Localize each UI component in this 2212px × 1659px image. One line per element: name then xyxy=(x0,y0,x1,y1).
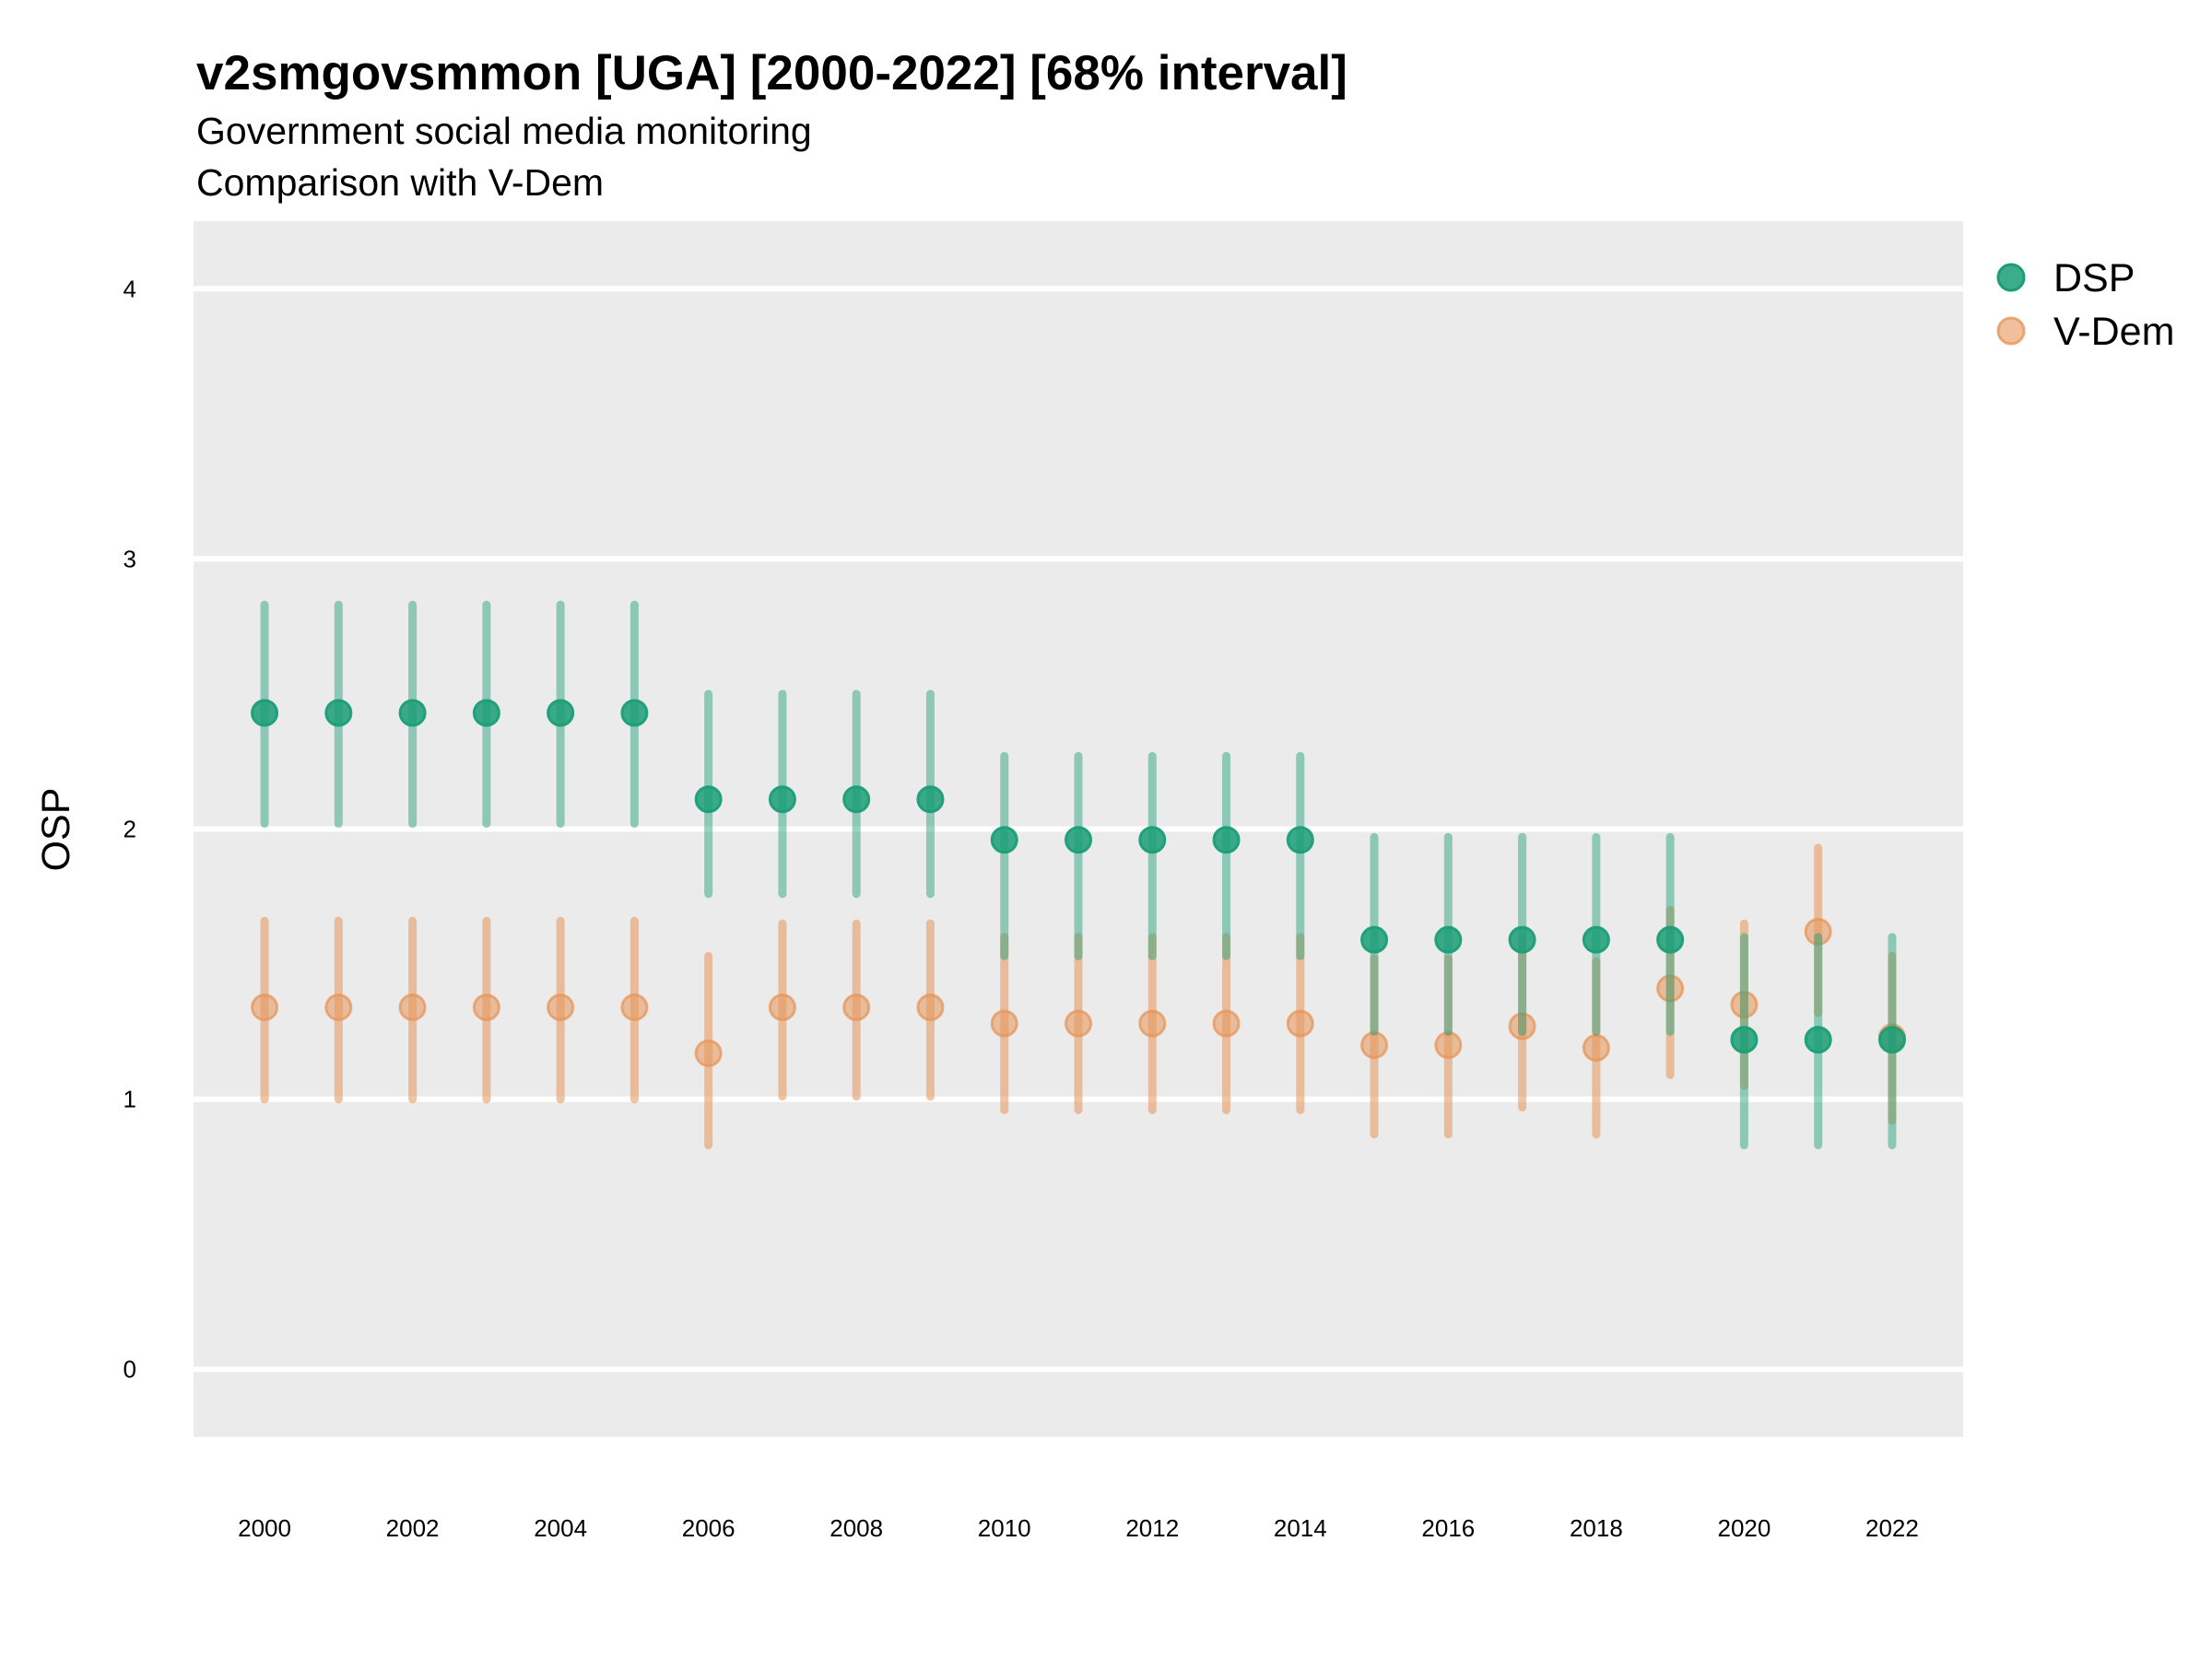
v-dem-point-2001 xyxy=(324,993,353,1021)
v-dem-point-2006 xyxy=(694,1039,723,1067)
y-tick-label: 0 xyxy=(124,1356,136,1383)
v-dem-point-2018 xyxy=(1582,1033,1610,1062)
dsp-point-2004 xyxy=(547,699,575,727)
y-tick-label: 2 xyxy=(124,816,136,843)
dsp-point-2000 xyxy=(251,699,279,727)
v-dem-point-2000 xyxy=(251,993,279,1021)
v-dem-point-2009 xyxy=(916,993,945,1021)
v-dem-point-2019 xyxy=(1656,974,1685,1003)
v-dem-point-2005 xyxy=(620,993,649,1021)
dsp-point-2022 xyxy=(1877,1026,1906,1054)
legend: DSP V-Dem xyxy=(1996,256,2174,354)
chart-subtitle: Government social media monitoring xyxy=(196,110,812,152)
v-dem-point-2012 xyxy=(1138,1009,1167,1038)
dsp-point-2016 xyxy=(1434,925,1463,954)
dsp-point-2013 xyxy=(1212,826,1241,854)
y-tick-labels: 0 1 2 3 4 xyxy=(124,275,136,1382)
x-tick-label: 2014 xyxy=(1274,1514,1327,1542)
dsp-point-2018 xyxy=(1582,925,1610,954)
chart-title: v2smgovsmmon [UGA] [2000-2022] [68% inte… xyxy=(196,46,1347,100)
chart-subtitle-2: Comparison with V-Dem xyxy=(196,161,604,204)
v-dem-point-2004 xyxy=(547,993,575,1021)
dsp-point-2019 xyxy=(1656,925,1685,954)
dsp-point-2009 xyxy=(916,785,945,814)
v-dem-point-2021 xyxy=(1804,917,1832,946)
x-tick-label: 2004 xyxy=(534,1514,587,1542)
dsp-point-2010 xyxy=(990,826,1018,854)
dsp-point-2021 xyxy=(1804,1026,1832,1054)
legend-vdem-label: V-Dem xyxy=(2053,310,2174,354)
x-tick-label: 2012 xyxy=(1125,1514,1179,1542)
x-tick-labels: 2000 2002 2004 2006 2008 2010 2012 2014 2016 2018… xyxy=(238,1514,1919,1542)
legend-dsp-label: DSP xyxy=(2053,256,2135,300)
x-tick-label: 2016 xyxy=(1421,1514,1475,1542)
dsp-point-2005 xyxy=(620,699,649,727)
v-dem-point-2007 xyxy=(768,993,796,1021)
series-dsp xyxy=(251,600,1906,1149)
dsp-point-2003 xyxy=(472,699,500,727)
v-dem-point-2002 xyxy=(398,993,427,1021)
v-dem-point-2020 xyxy=(1730,991,1759,1019)
dsp-point-2012 xyxy=(1138,826,1167,854)
dsp-point-2002 xyxy=(398,699,427,727)
x-tick-label: 2006 xyxy=(682,1514,735,1542)
dsp-point-2001 xyxy=(324,699,353,727)
v-dem-point-2010 xyxy=(990,1009,1018,1038)
dsp-point-2007 xyxy=(768,785,796,814)
v-dem-point-2015 xyxy=(1360,1030,1389,1059)
y-axis-title: OSP xyxy=(34,788,78,872)
v-dem-point-2013 xyxy=(1212,1009,1241,1038)
dsp-point-2020 xyxy=(1730,1026,1759,1054)
v-dem-point-2011 xyxy=(1065,1009,1092,1038)
v-dem-point-2003 xyxy=(472,993,500,1021)
y-tick-label: 4 xyxy=(124,275,136,302)
x-tick-label: 2002 xyxy=(386,1514,440,1542)
x-tick-label: 2020 xyxy=(1717,1514,1771,1542)
x-tick-label: 2010 xyxy=(978,1514,1031,1542)
dsp-point-2015 xyxy=(1360,925,1389,954)
x-tick-label: 2018 xyxy=(1570,1514,1623,1542)
y-tick-label: 3 xyxy=(124,545,136,572)
v-dem-point-2008 xyxy=(842,993,871,1021)
dsp-point-2017 xyxy=(1508,925,1536,954)
y-tick-label: 1 xyxy=(124,1086,136,1113)
series-v-dem xyxy=(251,843,1906,1149)
legend-vdem-key xyxy=(1996,316,2026,346)
v-dem-point-2017 xyxy=(1508,1012,1536,1041)
v-dem-point-2014 xyxy=(1286,1009,1314,1038)
legend-dsp-key xyxy=(1996,263,2026,292)
dsp-point-2006 xyxy=(694,785,723,814)
dsp-point-2008 xyxy=(842,785,871,814)
dsp-point-2011 xyxy=(1065,826,1092,854)
dsp-point-2014 xyxy=(1286,826,1314,854)
x-tick-label: 2008 xyxy=(830,1514,883,1542)
x-tick-label: 2000 xyxy=(238,1514,291,1542)
series-layer xyxy=(251,600,1906,1149)
v-dem-point-2016 xyxy=(1434,1030,1463,1059)
x-tick-label: 2022 xyxy=(1865,1514,1919,1542)
